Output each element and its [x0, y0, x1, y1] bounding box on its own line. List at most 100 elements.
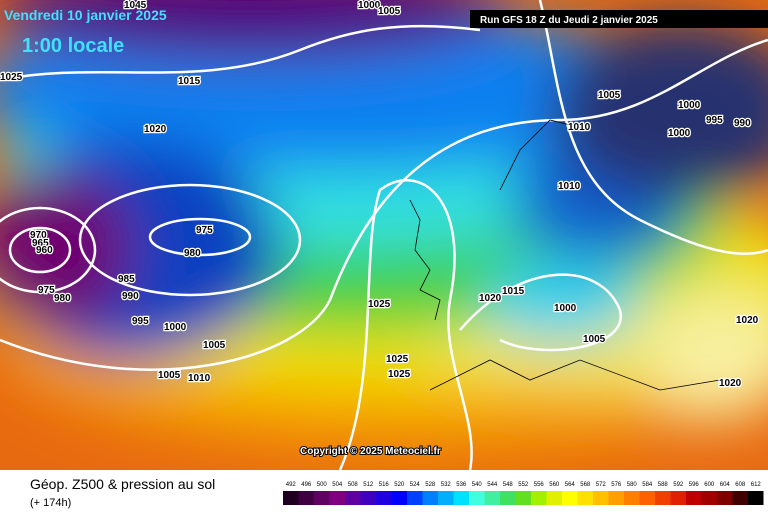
- legend-swatch: [376, 491, 392, 505]
- legend-swatch: [453, 491, 469, 505]
- legend-label: 588: [658, 482, 669, 488]
- legend-label: 508: [348, 482, 359, 488]
- legend-label: 564: [565, 482, 576, 488]
- legend-swatch: [298, 491, 314, 505]
- legend-label: 548: [503, 482, 514, 488]
- isobar-label: 1010: [188, 373, 211, 384]
- isobar-label: 1020: [719, 378, 742, 389]
- legend-swatch: [608, 491, 624, 505]
- isobar-label: 1000: [668, 128, 691, 139]
- legend-label: 568: [580, 482, 591, 488]
- run-banner: [470, 10, 768, 28]
- isobar-label: 1000: [164, 322, 187, 333]
- legend-swatch: [639, 491, 655, 505]
- legend-swatch: [515, 491, 531, 505]
- legend: 492 496 500 504 508 512 516 520 524 528 532 536 540 5…: [283, 482, 764, 505]
- legend-swatch: [345, 491, 361, 505]
- legend-swatch: [391, 491, 407, 505]
- legend-swatch: [360, 491, 376, 505]
- legend-swatch: [655, 491, 671, 505]
- isobar-label: 1025: [0, 72, 23, 83]
- legend-swatch: [686, 491, 702, 505]
- legend-swatch: [732, 491, 748, 505]
- legend-swatch: [531, 491, 547, 505]
- legend-label: 592: [673, 482, 684, 488]
- isobar-label: 1025: [388, 369, 411, 380]
- isobar-label: 995: [132, 316, 149, 327]
- legend-swatch: [438, 491, 454, 505]
- footer-title: Géop. Z500 & pression au sol: [30, 476, 215, 492]
- isobar-label: 980: [184, 248, 201, 259]
- legend-label: 496: [301, 482, 312, 488]
- legend-swatch: [577, 491, 593, 505]
- isobar-label: 1000: [358, 0, 381, 11]
- legend-label: 596: [689, 482, 700, 488]
- isobar-label: 975: [196, 225, 213, 236]
- legend-label: 492: [286, 482, 297, 488]
- legend-swatch: [329, 491, 345, 505]
- copyright: Copyright © 2025 Meteociel.fr: [300, 446, 441, 457]
- isobar-label: 985: [118, 274, 135, 285]
- legend-swatch: [500, 491, 516, 505]
- legend-swatch: [469, 491, 485, 505]
- legend-label: 608: [735, 482, 746, 488]
- legend-label: 540: [472, 482, 483, 488]
- legend-swatch: [593, 491, 609, 505]
- isobar-label: 1000: [554, 303, 577, 314]
- legend-swatch: [562, 491, 578, 505]
- legend-label: 532: [441, 482, 452, 488]
- legend-swatch: [422, 491, 438, 505]
- isobar-label: 1015: [502, 286, 525, 297]
- isobar-label: 1015: [178, 76, 201, 87]
- isobar-label: 975: [38, 285, 55, 296]
- isobar-label: 1010: [558, 181, 581, 192]
- legend-label: 600: [704, 482, 715, 488]
- legend-label: 580: [627, 482, 638, 488]
- legend-label: 524: [410, 482, 421, 488]
- legend-swatch: [407, 491, 423, 505]
- isobar-label: 990: [734, 118, 751, 129]
- legend-swatch: [717, 491, 733, 505]
- legend-label: 528: [425, 482, 436, 488]
- isobar-label: 1005: [378, 6, 401, 17]
- isobar-label: 960: [36, 245, 53, 256]
- isobar-label: 1005: [598, 90, 621, 101]
- isobar-label: 1025: [368, 299, 391, 310]
- legend-label: 500: [317, 482, 328, 488]
- legend-label: 516: [379, 482, 390, 488]
- legend-swatch: [624, 491, 640, 505]
- legend-label: 504: [332, 482, 343, 488]
- legend-swatch: [484, 491, 500, 505]
- legend-label: 552: [518, 482, 529, 488]
- legend-label: 584: [642, 482, 653, 488]
- footer-lead: (+ 174h): [30, 497, 71, 509]
- date: Vendredi 10 janvier 2025: [4, 7, 167, 23]
- isobar-label: 965: [32, 238, 49, 249]
- legend-label: 512: [363, 482, 374, 488]
- isobar-label: 1020: [144, 124, 167, 135]
- legend-label: 604: [720, 482, 731, 488]
- isobar-label: 1005: [203, 340, 226, 351]
- isobar-label: 970: [30, 230, 47, 241]
- legend-label: 536: [456, 482, 467, 488]
- isobar-label: 980: [54, 293, 71, 304]
- isobar-label: 1020: [736, 315, 759, 326]
- isobar-label: 1005: [158, 370, 181, 381]
- legend-label: 572: [596, 482, 607, 488]
- legend-label: 556: [534, 482, 545, 488]
- isobar-label: 1005: [583, 334, 606, 345]
- legend-label: 520: [394, 482, 405, 488]
- legend-label: 576: [611, 482, 622, 488]
- legend-swatch: [546, 491, 562, 505]
- legend-swatch: [748, 491, 764, 505]
- legend-swatch: [701, 491, 717, 505]
- run-info: Run GFS 18 Z du Jeudi 2 janvier 2025: [480, 15, 658, 26]
- legend-swatch: [283, 491, 299, 505]
- legend-label: 544: [487, 482, 498, 488]
- isobar-label: 1020: [479, 293, 502, 304]
- field: [0, 0, 768, 470]
- legend-swatch: [314, 491, 330, 505]
- isobar-label: 1010: [568, 122, 591, 133]
